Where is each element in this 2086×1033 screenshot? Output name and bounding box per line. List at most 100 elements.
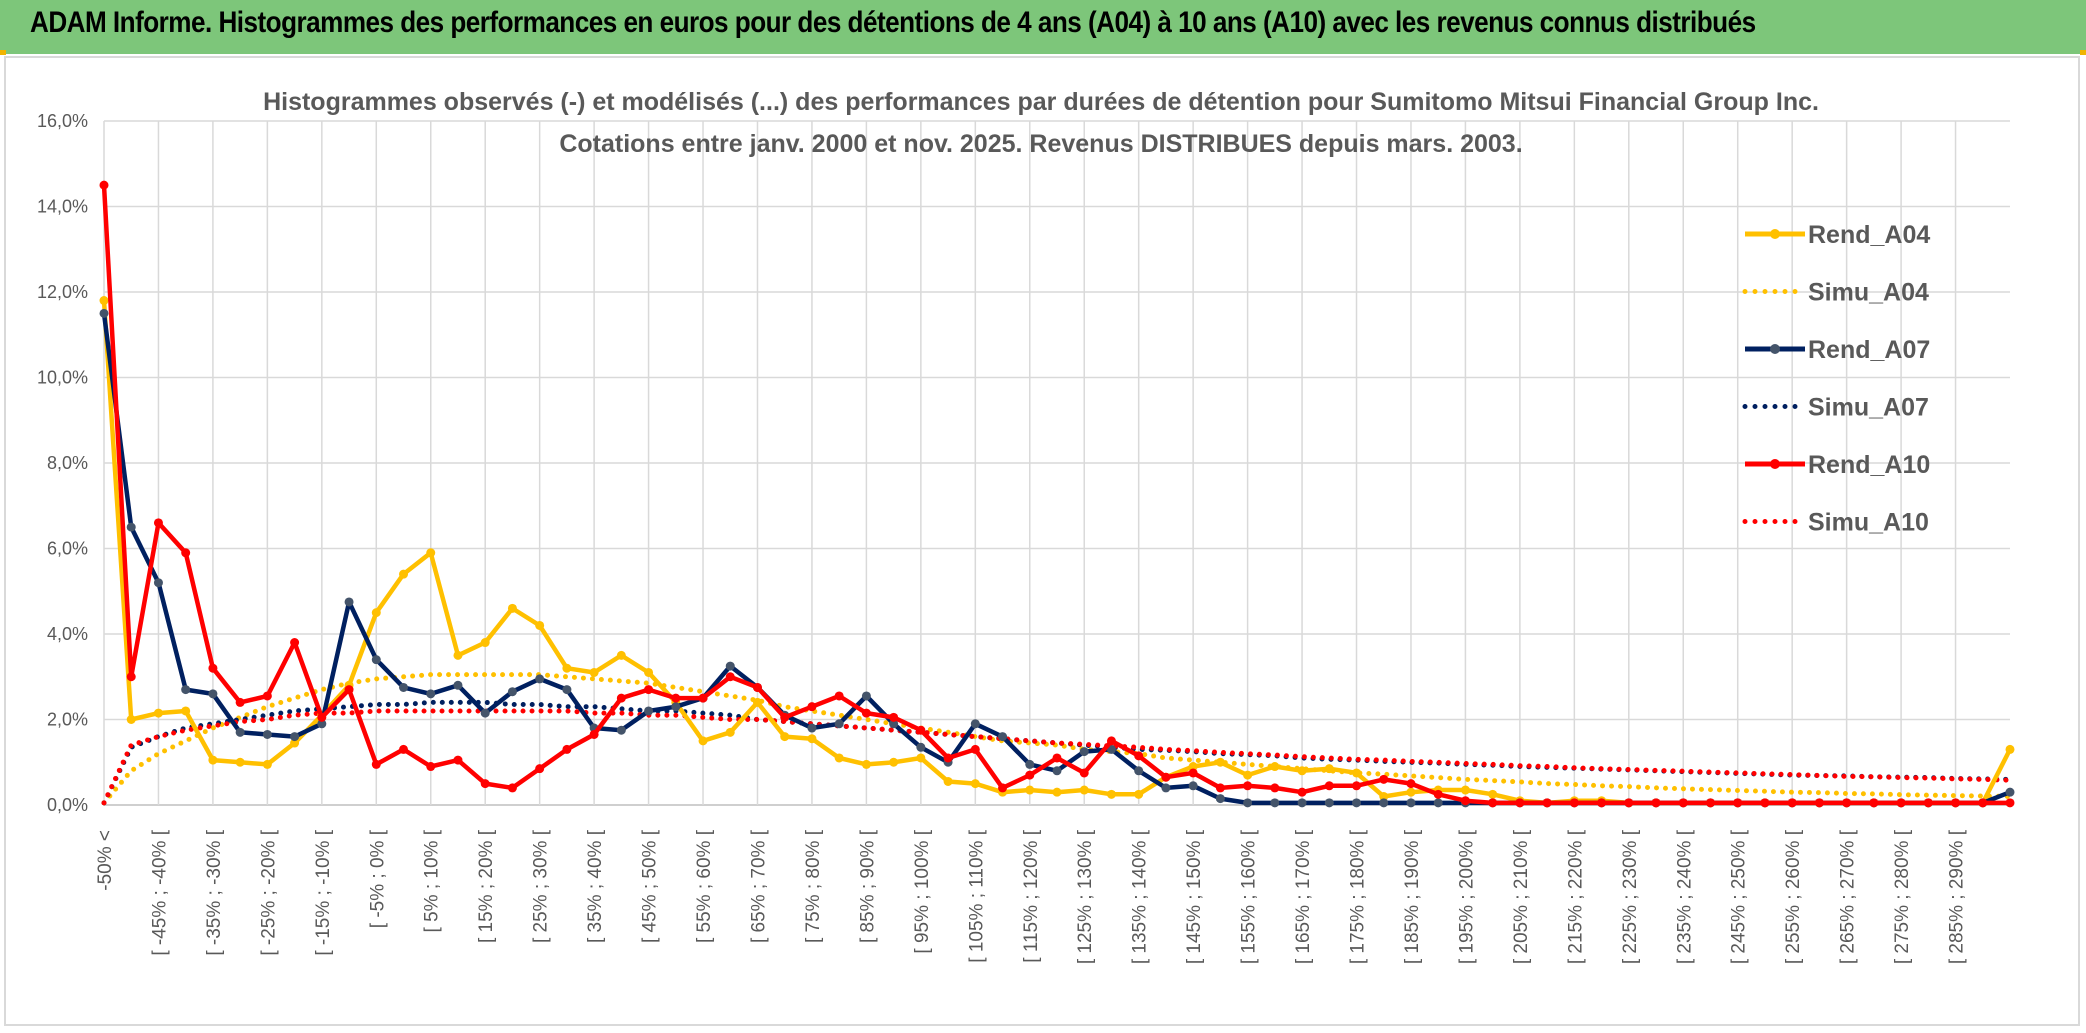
data-point-rend-a10 — [480, 779, 490, 789]
x-tick-label: [ 95% ; 100% [ — [912, 829, 933, 953]
data-point-rend-a10 — [943, 753, 953, 763]
x-tick-label: [ 245% ; 250% [ — [1729, 829, 1750, 964]
legend: Rend_A04 Simu_A04 Rend_A07 Simu_A07 Rend_A10… — [1742, 221, 1930, 537]
data-point-rend-a10 — [99, 180, 109, 190]
data-point-rend-a04 — [235, 757, 245, 767]
data-point-rend-a07 — [970, 719, 980, 729]
data-point-rend-a10 — [1243, 781, 1253, 791]
x-tick-label: [ 105% ; 110% [ — [966, 829, 987, 962]
data-point-rend-a04 — [1025, 785, 1035, 795]
data-point-rend-a10 — [671, 693, 681, 703]
data-point-rend-a10 — [399, 744, 409, 754]
data-point-rend-a10 — [998, 783, 1008, 793]
data-point-rend-a10 — [181, 548, 191, 558]
data-point-rend-a04 — [399, 569, 409, 579]
data-point-rend-a07 — [344, 597, 354, 607]
x-tick-label: [ 65% ; 70% [ — [748, 829, 769, 943]
x-tick-label: [ 225% ; 230% [ — [1620, 829, 1641, 964]
data-point-rend-a10 — [807, 702, 817, 712]
data-point-rend-a07 — [126, 522, 136, 532]
data-point-rend-a10 — [344, 685, 354, 695]
data-point-rend-a10 — [616, 693, 626, 703]
x-tick-label: [ 75% ; 80% [ — [803, 829, 824, 943]
data-point-rend-a10 — [1161, 772, 1171, 782]
data-point-rend-a04 — [480, 638, 490, 648]
legend-marker-rend-a07 — [1770, 344, 1780, 354]
data-point-rend-a10 — [317, 712, 327, 722]
data-point-rend-a10 — [834, 691, 844, 701]
x-tick-label: [ 55% ; 60% [ — [694, 829, 715, 943]
x-tick-label: [ 195% ; 200% [ — [1456, 829, 1477, 964]
data-point-rend-a07 — [317, 719, 327, 729]
data-point-rend-a04 — [970, 779, 980, 789]
data-point-rend-a04 — [1324, 764, 1334, 774]
data-point-rend-a07 — [1324, 798, 1334, 808]
data-point-rend-a10 — [1324, 781, 1334, 791]
data-point-rend-a10 — [535, 764, 545, 774]
data-point-rend-a07 — [1188, 781, 1198, 791]
data-point-rend-a10 — [1814, 798, 1824, 808]
data-point-rend-a10 — [1515, 798, 1525, 808]
data-point-rend-a04 — [834, 753, 844, 763]
data-point-rend-a04 — [1052, 787, 1062, 797]
data-point-rend-a07 — [426, 689, 436, 699]
data-point-rend-a10 — [589, 729, 599, 739]
data-point-rend-a10 — [1896, 798, 1906, 808]
x-tick-label: [ 115% ; 120% [ — [1021, 829, 1042, 962]
x-tick-label: [ 275% ; 280% [ — [1892, 829, 1913, 964]
x-tick-label: [ -15% ; -10% [ — [313, 829, 334, 955]
data-point-rend-a07 — [507, 687, 517, 697]
data-point-rend-a07 — [1134, 766, 1144, 776]
data-point-rend-a07 — [1215, 794, 1225, 804]
data-point-rend-a10 — [562, 744, 572, 754]
x-tick-label: [ 45% ; 50% [ — [640, 829, 661, 943]
x-tick-label: [ 285% ; 290% [ — [1947, 829, 1968, 964]
data-point-rend-a10 — [453, 755, 463, 765]
data-point-rend-a10 — [752, 682, 762, 692]
data-point-rend-a04 — [943, 776, 953, 786]
data-point-rend-a10 — [1406, 779, 1416, 789]
y-tick-label: 2,0% — [47, 710, 88, 730]
data-point-rend-a07 — [1433, 798, 1443, 808]
data-point-rend-a07 — [1352, 798, 1362, 808]
y-tick-label: 4,0% — [47, 624, 88, 644]
data-point-rend-a04 — [1134, 789, 1144, 799]
y-tick-label: 10,0% — [37, 368, 88, 388]
data-point-rend-a07 — [290, 732, 300, 742]
data-point-rend-a07 — [181, 685, 191, 695]
data-point-rend-a10 — [1379, 774, 1389, 784]
data-point-rend-a10 — [2005, 798, 2015, 808]
data-point-rend-a04 — [1106, 789, 1116, 799]
x-tick-label: [ 205% ; 210% [ — [1511, 829, 1532, 964]
x-axis: -50% < [ -45% ; -40% [[ -35% ; -30% [[ -2… — [95, 829, 1968, 964]
data-point-rend-a04 — [916, 753, 926, 763]
x-tick-label: [ 165% ; 170% [ — [1293, 829, 1314, 964]
data-point-rend-a10 — [1678, 798, 1688, 808]
data-point-rend-a04 — [889, 757, 899, 767]
data-point-rend-a10 — [1923, 798, 1933, 808]
legend-marker-rend-a10 — [1770, 459, 1780, 469]
data-point-rend-a04 — [453, 650, 463, 660]
data-point-rend-a10 — [1978, 798, 1988, 808]
data-point-rend-a07 — [861, 691, 871, 701]
data-point-rend-a07 — [916, 742, 926, 752]
data-point-rend-a07 — [1270, 798, 1280, 808]
data-point-rend-a10 — [1624, 798, 1634, 808]
data-point-rend-a10 — [861, 708, 871, 718]
data-point-rend-a04 — [535, 620, 545, 630]
y-tick-label: 14,0% — [37, 197, 88, 217]
data-point-rend-a07 — [644, 706, 654, 716]
data-point-rend-a07 — [725, 661, 735, 671]
legend-label-simu-a10: Simu_A10 — [1808, 509, 1929, 537]
data-point-rend-a04 — [752, 697, 762, 707]
y-tick-label: 0,0% — [47, 795, 88, 815]
data-point-rend-a07 — [562, 685, 572, 695]
data-point-rend-a10 — [208, 663, 218, 673]
y-tick-label: 12,0% — [37, 282, 88, 302]
data-point-rend-a07 — [535, 674, 545, 684]
x-tick-label: [ 15% ; 20% [ — [476, 829, 497, 943]
data-point-rend-a04 — [562, 663, 572, 673]
data-point-rend-a04 — [807, 734, 817, 744]
data-point-rend-a10 — [916, 725, 926, 735]
